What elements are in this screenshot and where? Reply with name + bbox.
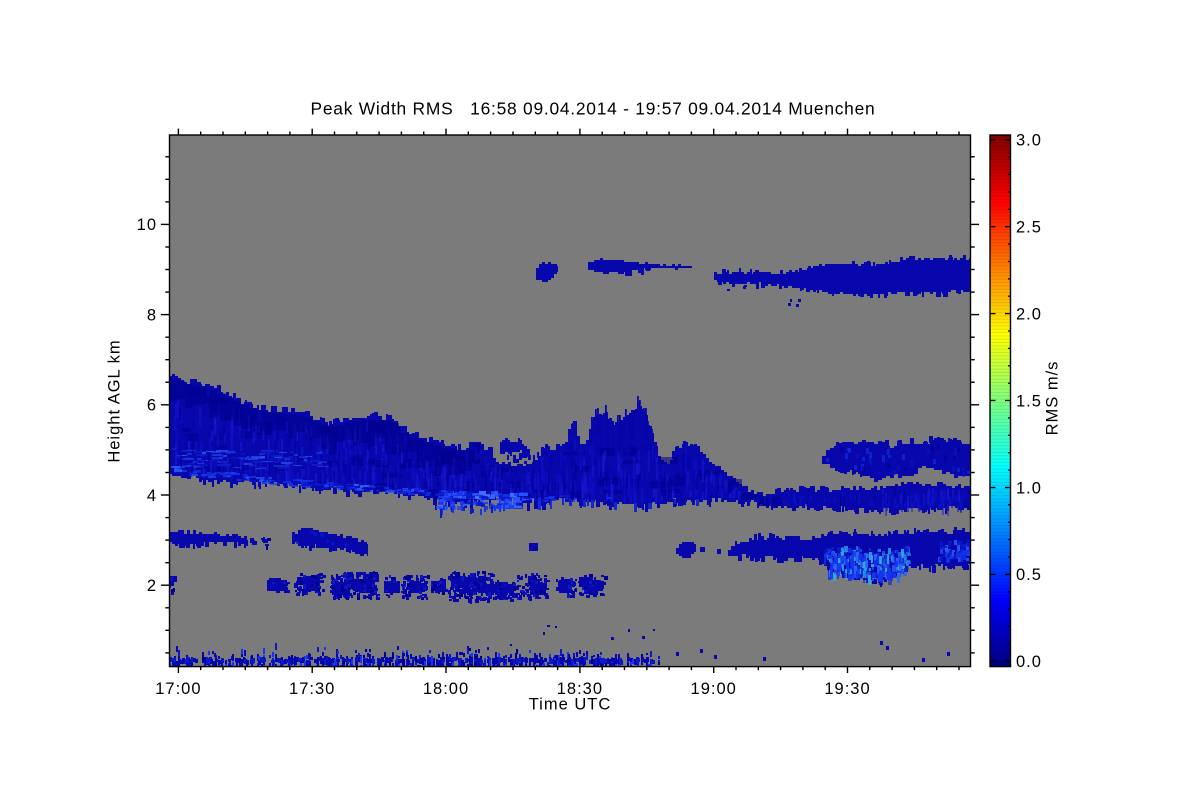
svg-text:8: 8 bbox=[147, 306, 157, 324]
svg-text:0.0: 0.0 bbox=[1016, 653, 1042, 671]
svg-text:1.5: 1.5 bbox=[1016, 392, 1042, 410]
svg-text:2: 2 bbox=[147, 577, 157, 595]
svg-text:19:30: 19:30 bbox=[824, 680, 870, 698]
svg-text:10: 10 bbox=[137, 216, 157, 234]
svg-text:17:00: 17:00 bbox=[155, 680, 201, 698]
svg-text:Peak Width RMS 16:58 09.04.2: Peak Width RMS 16:58 09.04.2014 - 19:57 … bbox=[311, 98, 876, 118]
svg-text:3.0: 3.0 bbox=[1016, 132, 1042, 150]
svg-text:2.5: 2.5 bbox=[1016, 219, 1042, 237]
svg-text:1.0: 1.0 bbox=[1016, 479, 1042, 497]
svg-text:18:30: 18:30 bbox=[557, 680, 603, 698]
svg-text:6: 6 bbox=[147, 397, 157, 415]
svg-text:RMS m/s: RMS m/s bbox=[1044, 361, 1062, 436]
svg-text:4: 4 bbox=[147, 487, 157, 505]
svg-text:0.5: 0.5 bbox=[1016, 566, 1042, 584]
svg-text:19:00: 19:00 bbox=[691, 680, 737, 698]
svg-text:18:00: 18:00 bbox=[423, 680, 469, 698]
svg-text:17:30: 17:30 bbox=[289, 680, 335, 698]
svg-text:Time UTC: Time UTC bbox=[529, 696, 612, 714]
svg-text:2.0: 2.0 bbox=[1016, 305, 1042, 323]
svg-text:Height AGL km: Height AGL km bbox=[106, 339, 124, 462]
